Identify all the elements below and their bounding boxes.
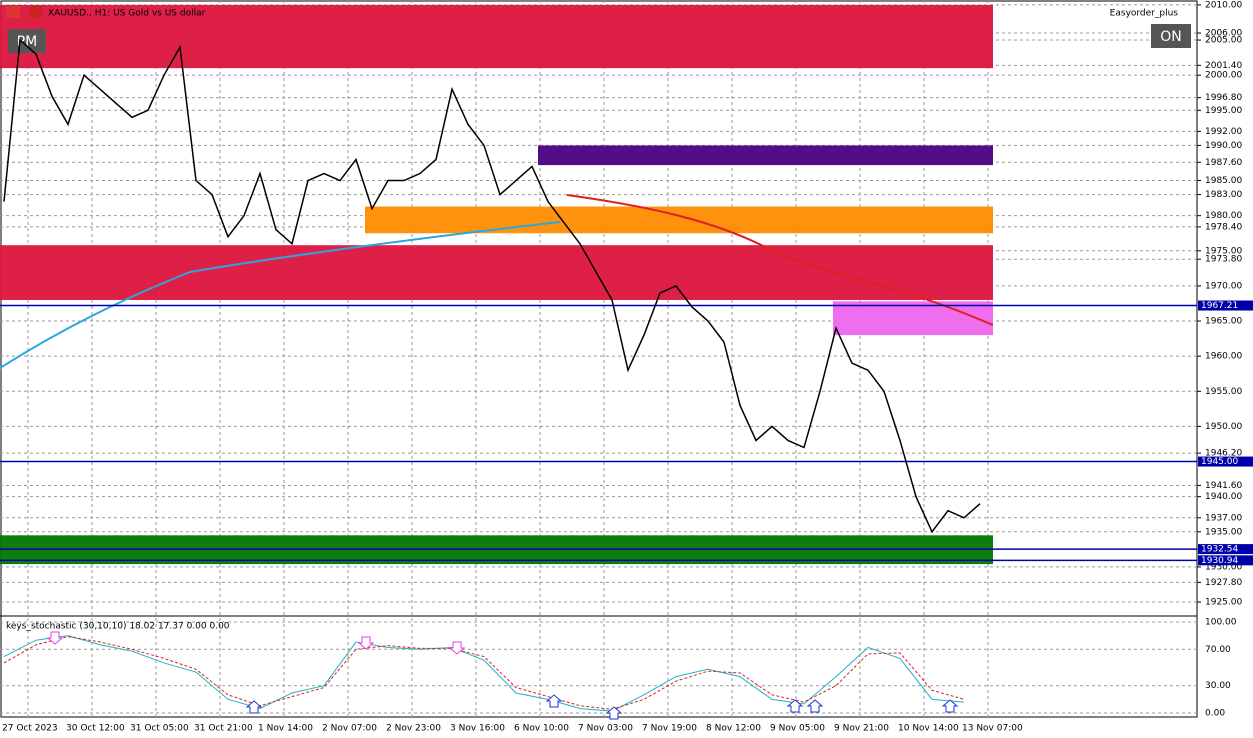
time-label: 7 Nov 19:00 xyxy=(642,724,697,734)
stoch-line xyxy=(3,636,965,710)
moving-average-fast xyxy=(0,221,561,369)
price-label: 1978.40 xyxy=(1205,222,1242,232)
zone xyxy=(833,301,993,336)
frame xyxy=(0,0,1198,718)
price-label: 1992.00 xyxy=(1205,127,1242,137)
price-line xyxy=(3,38,981,534)
moving-average-slow xyxy=(566,194,994,326)
price-label: 2001.40 xyxy=(1205,61,1242,71)
price-label: 1965.00 xyxy=(1205,317,1242,327)
stoch-label: 70.00 xyxy=(1205,645,1231,655)
signal-arrow xyxy=(545,694,563,708)
expert-name: Easyorder_plus xyxy=(1110,9,1179,19)
stoch-label: 100.00 xyxy=(1205,618,1237,628)
price-label: 1973.80 xyxy=(1205,255,1242,265)
price-label: 1937.00 xyxy=(1205,513,1242,523)
price-label: 1960.00 xyxy=(1205,352,1242,362)
level-label: 1945.00 xyxy=(1201,457,1238,467)
stoch-line xyxy=(3,635,965,712)
level-label-box xyxy=(1198,456,1253,467)
time-label: 13 Nov 07:00 xyxy=(962,724,1023,734)
signal-arrow xyxy=(941,699,959,713)
price-label: 2000.00 xyxy=(1205,71,1242,81)
price-label: 1941.60 xyxy=(1205,481,1242,491)
period-icon xyxy=(30,6,42,18)
zone xyxy=(0,4,993,69)
time-label: 9 Nov 21:00 xyxy=(834,724,889,734)
price-label: 1925.00 xyxy=(1205,598,1242,608)
signal-arrow xyxy=(448,641,466,655)
level-label-box xyxy=(1198,300,1253,311)
on-button-label[interactable]: ON xyxy=(1160,29,1182,45)
price-label: 1987.60 xyxy=(1205,158,1242,168)
price-label: 1946.20 xyxy=(1205,449,1242,459)
price-label: 1950.00 xyxy=(1205,422,1242,432)
price-label: 1940.00 xyxy=(1205,492,1242,502)
level-label: 1967.21 xyxy=(1201,301,1238,311)
price-label: 1990.00 xyxy=(1205,141,1242,151)
level-label: 1930.94 xyxy=(1201,556,1238,566)
zone xyxy=(365,206,993,234)
price-label: 2005.00 xyxy=(1205,36,1242,46)
time-label: 30 Oct 12:00 xyxy=(66,724,125,734)
symbol-title: XAUUSD., H1: US Gold vs US dollar xyxy=(48,9,206,19)
time-label: 31 Oct 05:00 xyxy=(130,724,189,734)
time-label: 31 Oct 21:00 xyxy=(194,724,253,734)
price-label: 1985.00 xyxy=(1205,176,1242,186)
time-label: 2 Nov 07:00 xyxy=(322,724,377,734)
signal-arrow xyxy=(245,700,263,714)
signal-arrow xyxy=(806,699,824,713)
time-label: 10 Nov 14:00 xyxy=(898,724,959,734)
time-label: 2 Nov 23:00 xyxy=(386,724,441,734)
pm-button[interactable] xyxy=(8,29,46,53)
pm-button-label[interactable]: PM xyxy=(17,34,38,50)
time-label: 9 Nov 05:00 xyxy=(770,724,825,734)
symbol-icon xyxy=(6,6,20,18)
price-label: 1955.00 xyxy=(1205,387,1242,397)
stochastic-title: keys_stochastic (30,10,10) 18.02 17.37 0… xyxy=(6,622,230,632)
price-label: 1930.00 xyxy=(1205,562,1242,572)
stoch-label: 0.00 xyxy=(1205,709,1225,719)
time-label: 27 Oct 2023 xyxy=(2,724,58,734)
time-label: 6 Nov 10:00 xyxy=(514,724,569,734)
time-label: 3 Nov 16:00 xyxy=(450,724,505,734)
price-label: 1927.80 xyxy=(1205,578,1242,588)
time-label: 1 Nov 14:00 xyxy=(258,724,313,734)
signal-arrow xyxy=(357,636,375,650)
zone xyxy=(538,145,993,166)
price-label: 1983.00 xyxy=(1205,190,1242,200)
zone xyxy=(0,245,993,300)
price-label: 1995.00 xyxy=(1205,106,1242,116)
level-label-box xyxy=(1198,544,1253,555)
signal-arrow xyxy=(46,631,64,645)
signal-arrow xyxy=(786,699,804,713)
price-label: 1996.80 xyxy=(1205,93,1242,103)
on-button[interactable] xyxy=(1151,24,1191,48)
time-label: 8 Nov 12:00 xyxy=(706,724,761,734)
stoch-label: 30.00 xyxy=(1205,681,1231,691)
level-label-box xyxy=(1198,555,1253,566)
price-label: 1975.00 xyxy=(1205,246,1242,256)
price-label: 1980.00 xyxy=(1205,211,1242,221)
price-label: 1970.00 xyxy=(1205,281,1242,291)
time-label: 7 Nov 03:00 xyxy=(578,724,633,734)
price-label: 2010.00 xyxy=(1205,0,1242,10)
level-label: 1932.54 xyxy=(1201,545,1238,555)
signal-arrow xyxy=(605,706,623,720)
price-label: 2006.00 xyxy=(1205,29,1242,39)
price-label: 1935.00 xyxy=(1205,527,1242,537)
